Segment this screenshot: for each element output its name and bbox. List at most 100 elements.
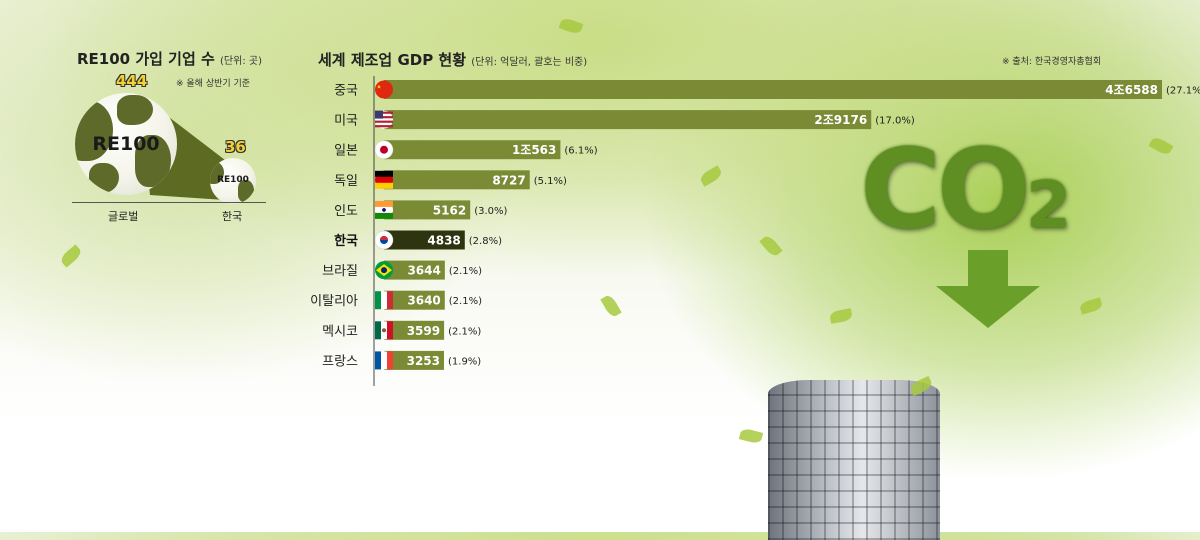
korea-globe: RE100	[210, 158, 256, 204]
japan-flag-sun	[380, 145, 388, 154]
mexico-flag-emblem	[382, 328, 386, 333]
re100-unit: (단위: 곳)	[220, 56, 262, 67]
gdp-bar	[384, 80, 1162, 99]
france-flag-blue	[375, 351, 381, 370]
france-flag-red	[387, 351, 393, 370]
korea-land-2	[238, 180, 254, 202]
share-label: (1.9%)	[448, 356, 481, 367]
down-arrow-head	[936, 286, 1040, 328]
india-flag-saffron	[375, 200, 393, 207]
china-flag-field	[375, 80, 393, 99]
usa-flag-stripe	[375, 116, 393, 119]
chart-source: ※ 출처: 한국경영자총협회	[1002, 57, 1102, 67]
france-flag-icon	[375, 351, 393, 370]
country-label: 한국	[334, 233, 358, 249]
chimney-tower	[768, 380, 940, 540]
chart-title: 세계 제조업 GDP 현황 (단위: 억달러, 괄호는 비중)	[318, 49, 587, 70]
share-label: (5.1%)	[534, 176, 567, 187]
korea-count: 36	[225, 138, 246, 156]
share-label: (6.1%)	[564, 146, 597, 157]
bar-value-label: 4조6588	[1105, 83, 1158, 97]
co2-sub: 2	[1026, 169, 1070, 243]
re100-note: ※ 올해 상반기 기준	[176, 79, 251, 89]
share-label: (17.0%)	[875, 116, 915, 127]
chart-unit: (단위: 억달러, 괄호는 비중)	[471, 57, 588, 68]
korea-flag-taeguk-red	[380, 236, 388, 240]
italy-flag-green	[375, 291, 381, 310]
global-caption: 글로벌	[108, 210, 139, 223]
global-globe: RE100	[75, 93, 177, 195]
korea-globe-label: RE100	[217, 175, 249, 185]
country-label: 일본	[334, 144, 358, 159]
left-baseline	[72, 202, 266, 203]
usa-flag-stripe	[375, 125, 393, 128]
country-label: 프랑스	[322, 354, 358, 369]
mexico-flag-red	[387, 321, 393, 340]
share-label: (27.1%)	[1166, 86, 1200, 97]
gdp-bar	[384, 320, 445, 340]
country-label: 독일	[334, 174, 358, 189]
gdp-bar	[384, 230, 465, 250]
global-land-2	[117, 95, 153, 125]
country-label: 인도	[334, 204, 358, 219]
gdp-bar	[384, 110, 872, 130]
japan-flag-icon	[374, 140, 394, 159]
country-label: 멕시코	[322, 324, 358, 339]
country-label: 중국	[334, 84, 358, 99]
gdp-bar	[384, 260, 445, 280]
bar-value-label: 3599	[407, 324, 440, 338]
share-label: (2.1%)	[448, 326, 481, 337]
bar-value-label: 3644	[407, 264, 440, 278]
india-flag-wheel	[382, 208, 386, 212]
co2-main: CO	[860, 125, 1030, 253]
gdp-bar	[384, 170, 530, 190]
italy-flag-icon	[375, 291, 393, 310]
germany-flag-icon	[375, 170, 393, 189]
mexico-flag-icon	[375, 321, 393, 340]
gdp-bar	[384, 290, 445, 310]
global-globe-label: RE100	[92, 133, 160, 155]
gdp-bar-chart: 중국 4조6588 (27.1%) 미국 2조9176 (17.0%) 일본 1조563 (6.…	[310, 76, 1200, 386]
usa-flag-stripe	[375, 120, 393, 123]
bar-value-label: 4838	[427, 234, 460, 248]
germany-flag-gold	[375, 182, 393, 189]
korea-land-1	[210, 162, 224, 184]
bar-value-label: 5162	[433, 203, 466, 217]
india-flag-green	[375, 212, 393, 219]
share-label: (3.0%)	[474, 206, 507, 217]
mexico-flag-green	[375, 321, 381, 340]
bar-value-label: 8727	[492, 173, 525, 187]
global-count: 444	[116, 72, 148, 90]
leaf-7	[738, 427, 764, 445]
co2-text: CO2	[860, 125, 1071, 253]
china-flag-icon	[375, 80, 393, 99]
chart-title-text: 세계 제조업 GDP 현황	[318, 51, 467, 69]
bar-value-label: 2조9176	[814, 113, 867, 127]
gdp-bar	[384, 350, 444, 370]
korea-caption: 한국	[222, 210, 243, 223]
brazil-flag-icon	[375, 261, 393, 280]
gdp-bar	[384, 200, 471, 220]
share-label: (2.1%)	[449, 266, 482, 277]
global-land-3	[135, 135, 171, 187]
usa-flag-stripe	[375, 111, 393, 114]
country-label: 미국	[334, 114, 358, 129]
italy-flag-red	[387, 291, 393, 310]
country-label: 이탈리아	[310, 294, 358, 309]
bar-value-label: 1조563	[512, 143, 556, 157]
down-arrow-body	[968, 250, 1008, 288]
brazil-flag-globe	[381, 267, 387, 274]
china-flag-star	[377, 84, 381, 89]
bar-value-label: 3253	[407, 354, 440, 368]
re100-title: RE100 가입 기업 수 (단위: 곳)	[77, 48, 262, 69]
germany-flag-black	[375, 170, 393, 177]
bar-value-label: 3640	[407, 294, 440, 308]
re100-title-text: RE100 가입 기업 수	[77, 50, 215, 68]
share-label: (2.1%)	[449, 296, 482, 307]
korea-flag-icon	[374, 230, 394, 250]
usa-flag-icon	[375, 110, 393, 129]
gdp-bar	[384, 140, 561, 160]
country-label: 브라질	[322, 264, 358, 279]
share-label: (2.8%)	[469, 236, 502, 247]
global-land-4	[89, 163, 119, 193]
